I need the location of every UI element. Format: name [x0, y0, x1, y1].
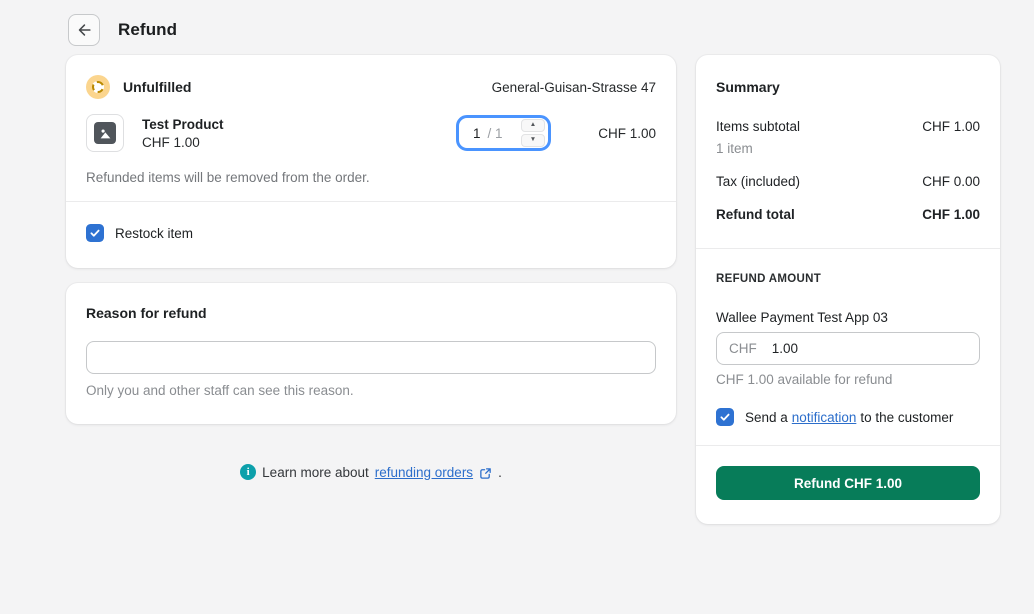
row-value: CHF 1.00 [922, 207, 980, 222]
check-icon [720, 413, 730, 421]
footer-text-before: Learn more about [262, 464, 369, 480]
fulfillment-card: Unfulfilled General-Guisan-Strasse 47 [66, 55, 676, 268]
quantity-stepper: ▲ ▼ [521, 119, 545, 147]
refund-amount-title: REFUND AMOUNT [716, 273, 822, 285]
unfulfilled-status-icon [86, 75, 110, 99]
reason-title: Reason for refund [86, 305, 207, 321]
row-value: CHF 1.00 [922, 119, 980, 134]
reason-input[interactable] [86, 341, 656, 374]
refunding-orders-link[interactable]: refunding orders [374, 464, 474, 480]
quantity-increment-button[interactable]: ▲ [521, 119, 545, 132]
refund-amount-input[interactable] [771, 341, 967, 356]
product-meta: Test Product CHF 1.00 [142, 117, 224, 150]
notification-text-before: Send a [745, 409, 788, 425]
footer-help: i Learn more about refunding orders . [66, 464, 676, 480]
refund-note: Refunded items will be removed from the … [86, 170, 370, 185]
row-value: CHF 0.00 [922, 174, 980, 189]
restock-checkbox[interactable] [86, 224, 104, 242]
currency-prefix: CHF [729, 341, 757, 356]
refund-amount-field[interactable]: CHF [716, 332, 980, 365]
refund-button-section: Refund CHF 1.00 [696, 446, 1000, 524]
quantity-total: / 1 [487, 125, 503, 141]
notification-label: Send a notification to the customer [745, 410, 953, 425]
reason-card: Reason for refund Only you and other sta… [66, 283, 676, 424]
notification-row: Send a notification to the customer [716, 408, 980, 426]
restock-label: Restock item [115, 225, 194, 241]
send-notification-checkbox[interactable] [716, 408, 734, 426]
product-price: CHF 1.00 [142, 134, 200, 150]
summary-totals-section: Summary Items subtotal CHF 1.00 1 item T… [696, 55, 1000, 222]
summary-row-tax: Tax (included) CHF 0.00 [716, 174, 980, 189]
info-icon: i [240, 464, 257, 480]
product-name: Test Product [142, 116, 224, 132]
reason-helper-text: Only you and other staff can see this re… [86, 383, 354, 398]
refund-quantity-input[interactable]: 1 / 1 ▲ ▼ [456, 115, 551, 151]
divider [696, 248, 1000, 249]
product-row: Test Product CHF 1.00 1 / 1 ▲ ▼ CHF 1.00 [86, 114, 656, 152]
arrow-left-icon [75, 21, 93, 39]
refund-amount-section: REFUND AMOUNT Wallee Payment Test App 03… [696, 249, 1000, 426]
external-link-icon[interactable] [479, 467, 492, 480]
quantity-decrement-button[interactable]: ▼ [521, 134, 545, 147]
fulfillment-header: Unfulfilled General-Guisan-Strasse 47 [86, 75, 656, 99]
refund-button[interactable]: Refund CHF 1.00 [716, 466, 980, 500]
divider [66, 201, 676, 202]
summary-row-items-subtotal: Items subtotal CHF 1.00 [716, 119, 980, 134]
product-thumbnail [86, 114, 124, 152]
line-total: CHF 1.00 [598, 125, 656, 141]
back-button[interactable] [68, 14, 100, 46]
payment-gateway-label: Wallee Payment Test App 03 [716, 310, 888, 325]
fulfillment-location: General-Guisan-Strasse 47 [491, 79, 656, 95]
row-label: Tax (included) [716, 174, 801, 189]
summary-card: Summary Items subtotal CHF 1.00 1 item T… [696, 55, 1000, 524]
image-placeholder-icon [94, 122, 116, 144]
fulfillment-status: Unfulfilled [123, 79, 192, 95]
row-label: Items subtotal [716, 119, 801, 134]
left-column: Unfulfilled General-Guisan-Strasse 47 [66, 55, 676, 480]
fulfillment-section: Unfulfilled General-Guisan-Strasse 47 [66, 55, 676, 201]
quantity-value[interactable]: 1 [473, 125, 481, 141]
summary-title: Summary [716, 79, 780, 95]
available-refund-helper: CHF 1.00 available for refund [716, 372, 893, 387]
notification-text-after: to the customer [860, 409, 954, 425]
page-title: Refund [118, 20, 178, 39]
check-icon [90, 229, 100, 237]
summary-item-count: 1 item [716, 141, 753, 156]
page-header: Refund [0, 0, 1034, 46]
notification-link[interactable]: notification [791, 409, 857, 425]
restock-section: Restock item [66, 202, 676, 268]
row-label: Refund total [716, 207, 795, 222]
right-column: Summary Items subtotal CHF 1.00 1 item T… [696, 55, 1000, 524]
summary-row-refund-total: Refund total CHF 1.00 [716, 207, 980, 222]
divider [696, 445, 1000, 446]
content-area: Unfulfilled General-Guisan-Strasse 47 [66, 55, 1034, 524]
footer-text-after: . [498, 464, 502, 480]
